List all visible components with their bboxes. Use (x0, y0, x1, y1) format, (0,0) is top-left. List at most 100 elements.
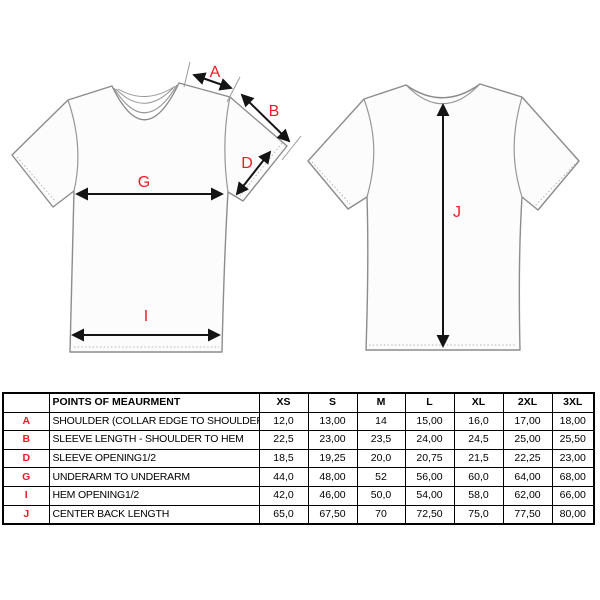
size-value: 56,00 (404, 467, 455, 487)
size-value: 52 (356, 467, 406, 487)
size-value: 65,0 (258, 504, 309, 525)
size-value: 25,00 (502, 430, 553, 450)
measure-arrows (71, 72, 450, 348)
back-armhole-seam-left (363, 98, 375, 198)
front-hem-stitch-left-sleeve (16, 156, 57, 203)
measure-arrow-b (240, 93, 291, 143)
size-value: 22,5 (258, 430, 309, 450)
size-value: 18,5 (258, 448, 309, 469)
table-row-i: I HEM OPENING1/2 42,0 46,00 50,0 54,00 5… (2, 485, 595, 506)
size-value: 64,00 (502, 467, 553, 487)
row-code: G (2, 467, 50, 487)
measure-arrow-d (235, 150, 272, 196)
size-value: 19,25 (307, 448, 358, 469)
size-value: 66,00 (551, 485, 595, 506)
size-value: 18,00 (551, 411, 595, 432)
size-value: 46,00 (307, 485, 358, 506)
measure-label-j: J (453, 204, 461, 221)
size-value: 42,0 (258, 485, 309, 506)
front-collar-rib-2 (115, 85, 176, 104)
size-value: 13,00 (307, 411, 358, 432)
measure-label-b: B (269, 103, 280, 120)
size-value: 62,00 (502, 485, 553, 506)
size-value: 54,00 (404, 485, 455, 506)
size-value: 60,0 (453, 467, 504, 487)
size-value: 24,5 (453, 430, 504, 450)
measure-label-i: I (144, 308, 148, 325)
row-name: UNDERARM TO UNDERARM (48, 467, 260, 487)
row-code: J (2, 504, 50, 525)
measure-label-a: A (210, 64, 221, 81)
size-value: 23,00 (551, 448, 595, 469)
size-value: 50,0 (356, 485, 406, 506)
size-value: 22,25 (502, 448, 553, 469)
size-header-l: L (404, 392, 455, 413)
row-code: D (2, 448, 50, 469)
size-value: 14 (356, 411, 406, 432)
back-hem-stitch-right-sleeve (534, 163, 576, 207)
row-name: SHOULDER (COLLAR EDGE TO SHOULDER EDGE) (48, 411, 260, 432)
size-value: 68,00 (551, 467, 595, 487)
row-name: SLEEVE LENGTH - SHOULDER TO HEM (48, 430, 260, 450)
front-collar-rib-1 (117, 86, 175, 97)
size-value: 58,0 (453, 485, 504, 506)
size-value: 16,0 (453, 411, 504, 432)
back-armhole-seam-right (513, 96, 523, 198)
extension-line-collar-edge (183, 61, 191, 88)
extension-lines (183, 61, 302, 161)
size-value: 20,0 (356, 448, 406, 469)
row-name: CENTER BACK LENGTH (48, 504, 260, 525)
table-row-d: D SLEEVE OPENING1/2 18,5 19,25 20,0 20,7… (2, 448, 595, 469)
size-value: 23,00 (307, 430, 358, 450)
size-header-m: M (356, 392, 406, 413)
table-row-b: B SLEEVE LENGTH - SHOULDER TO HEM 22,5 2… (2, 430, 595, 450)
tshirt-measurement-diagram: A B D G I J (11, 61, 580, 353)
row-name: HEM OPENING1/2 (48, 485, 260, 506)
points-of-measurement-header: POINTS OF MEAURMENT (48, 392, 260, 413)
size-value: 20,75 (404, 448, 455, 469)
row-code: B (2, 430, 50, 450)
size-value: 77,50 (502, 504, 553, 525)
measure-arrow-a (192, 72, 233, 91)
extension-line-sleeve-hem (281, 135, 302, 161)
size-header-3xl: 3XL (551, 392, 595, 413)
code-header (2, 392, 50, 413)
size-header-xs: XS (258, 392, 309, 413)
size-header-2xl: 2XL (502, 392, 553, 413)
size-value: 17,00 (502, 411, 553, 432)
extension-line-shoulder-edge (226, 76, 241, 103)
front-collar-band (113, 84, 178, 114)
measure-label-d: D (241, 155, 253, 172)
table-row-g: G UNDERARM TO UNDERARM 44,0 48,00 52 56,… (2, 467, 595, 487)
front-shirt-outline (11, 82, 288, 353)
size-value: 23,5 (356, 430, 406, 450)
row-code: I (2, 485, 50, 506)
size-value: 24,00 (404, 430, 455, 450)
measure-label-g: G (138, 174, 150, 191)
front-armhole-seam-right (224, 96, 231, 193)
size-header-s: S (307, 392, 358, 413)
diagram-svg: A B D G I J (11, 61, 580, 353)
table-header-row: POINTS OF MEAURMENT XS S M L XL 2XL 3XL (2, 392, 595, 413)
measurement-table: POINTS OF MEAURMENT XS S M L XL 2XL 3XL … (2, 392, 595, 526)
size-value: 12,0 (258, 411, 309, 432)
size-value: 70 (356, 504, 406, 525)
front-armhole-seam-left (67, 99, 79, 192)
size-value: 67,50 (307, 504, 358, 525)
back-hem-stitch-left-sleeve (311, 161, 352, 206)
size-value: 15,00 (404, 411, 455, 432)
size-header-xl: XL (453, 392, 504, 413)
size-value: 21,5 (453, 448, 504, 469)
table-row-j: J CENTER BACK LENGTH 65,0 67,50 70 72,50… (2, 504, 595, 525)
size-value: 75,0 (453, 504, 504, 525)
size-value: 48,00 (307, 467, 358, 487)
row-code: A (2, 411, 50, 432)
size-value: 80,00 (551, 504, 595, 525)
size-value: 25,50 (551, 430, 595, 450)
table-row-a: A SHOULDER (COLLAR EDGE TO SHOULDER EDGE… (2, 411, 595, 432)
size-value: 44,0 (258, 467, 309, 487)
front-shirt (11, 82, 288, 353)
size-value: 72,50 (404, 504, 455, 525)
row-name: SLEEVE OPENING1/2 (48, 448, 260, 469)
